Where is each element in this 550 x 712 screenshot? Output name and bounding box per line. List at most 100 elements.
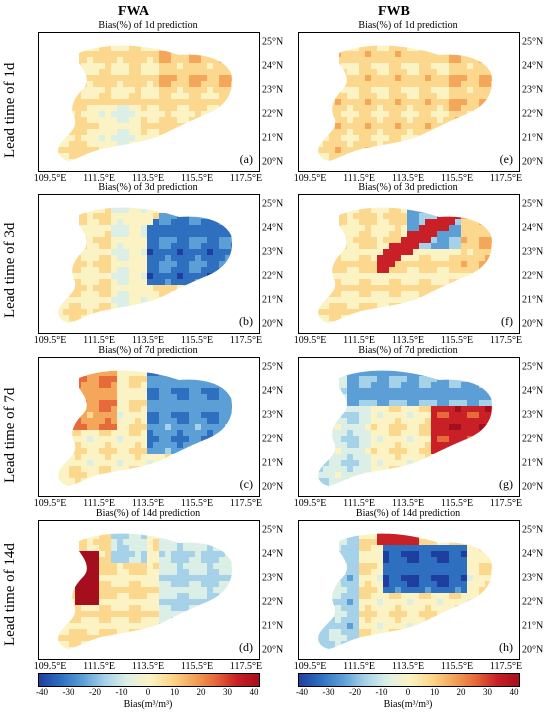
- heatmap-cell: [117, 87, 124, 94]
- heatmap-cell: [159, 641, 166, 648]
- heatmap-cell: [189, 135, 196, 142]
- heatmap-cell: [407, 219, 414, 226]
- heatmap-cell: [129, 442, 136, 449]
- heatmap-cell: [45, 33, 52, 40]
- heatmap-cell: [129, 237, 136, 244]
- heatmap-cell: [159, 123, 166, 130]
- y-tick-label: 22°N: [262, 270, 284, 282]
- col-title-fwa: FWA: [118, 4, 150, 19]
- heatmap-cell: [515, 135, 519, 142]
- heatmap-cell: [39, 267, 46, 274]
- heatmap-cell: [425, 297, 432, 304]
- heatmap-cell: [207, 472, 214, 479]
- heatmap-cell: [171, 478, 178, 485]
- heatmap-cell: [51, 123, 58, 130]
- heatmap-cell: [341, 51, 348, 58]
- heatmap-cell: [425, 195, 432, 202]
- heatmap-cell: [219, 406, 226, 413]
- heatmap-cell: [99, 165, 106, 171]
- heatmap-cell: [171, 647, 178, 649]
- heatmap-cell: [171, 629, 178, 636]
- heatmap-cell: [111, 45, 118, 52]
- heatmap-cell: [389, 201, 396, 208]
- heatmap-cell: [171, 273, 178, 280]
- heatmap-cell: [219, 303, 226, 310]
- heatmap-cell: [207, 575, 214, 582]
- heatmap-cell: [491, 225, 493, 232]
- heatmap-cell: [189, 611, 196, 618]
- heatmap-cell: [177, 291, 184, 298]
- heatmap-cell: [467, 261, 474, 268]
- heatmap-cell: [99, 647, 106, 649]
- heatmap-cell: [479, 207, 486, 214]
- heatmap-cell: [147, 129, 154, 136]
- heatmap-cell: [183, 207, 190, 214]
- heatmap-cell: [359, 105, 366, 112]
- heatmap-cell: [455, 147, 462, 154]
- heatmap-cell: [359, 267, 366, 274]
- heatmap-cell: [45, 327, 52, 333]
- heatmap-cell: [497, 267, 504, 274]
- heatmap-cell: [225, 273, 232, 280]
- heatmap-cell: [249, 581, 256, 588]
- heatmap-cell: [207, 75, 214, 82]
- heatmap-cell: [237, 617, 244, 624]
- heatmap-cell: [503, 225, 510, 232]
- heatmap-cell: [165, 279, 172, 286]
- heatmap-cell: [93, 303, 100, 310]
- heatmap-cell: [479, 255, 486, 262]
- heatmap-cell: [401, 33, 408, 40]
- heatmap-cell: [63, 460, 70, 467]
- heatmap-cell: [165, 255, 172, 262]
- heatmap-cell: [255, 207, 259, 214]
- heatmap-cell: [117, 545, 124, 552]
- heatmap-cell: [111, 33, 118, 40]
- heatmap-cell: [237, 225, 244, 232]
- heatmap-cell: [255, 51, 259, 58]
- heatmap-cell: [443, 153, 450, 160]
- heatmap-cell: [105, 165, 112, 171]
- heatmap-cell: [491, 255, 493, 262]
- heatmap-cell: [111, 87, 118, 94]
- heatmap-cell: [99, 219, 106, 226]
- heatmap-cell: [58, 581, 64, 588]
- heatmap-cell: [365, 231, 372, 238]
- heatmap-cell: [99, 195, 106, 202]
- heatmap-cell: [171, 123, 178, 130]
- heatmap-cell: [57, 521, 64, 528]
- heatmap-cell: [81, 135, 88, 142]
- heatmap-cell: [249, 141, 256, 148]
- heatmap-cell: [39, 521, 46, 528]
- heatmap-cell: [207, 57, 214, 64]
- heatmap-cell: [147, 93, 154, 100]
- heatmap-cell: [135, 448, 142, 455]
- heatmap-cell: [45, 623, 52, 630]
- heatmap-cell: [207, 195, 214, 202]
- heatmap-cell: [201, 99, 208, 106]
- heatmap-cell: [195, 51, 202, 58]
- heatmap-cell: [105, 213, 112, 220]
- heatmap-cell: [359, 279, 366, 286]
- heatmap-cell: [207, 117, 214, 124]
- heatmap-cell: [213, 581, 220, 588]
- heatmap-cell: [129, 147, 136, 154]
- heatmap-cell: [395, 219, 402, 226]
- heatmap-cell: [147, 424, 154, 431]
- heatmap-cell: [413, 213, 420, 220]
- heatmap-cell: [341, 93, 348, 100]
- heatmap-cell: [431, 243, 438, 250]
- heatmap-cell: [437, 195, 444, 202]
- heatmap-cell: [81, 327, 88, 333]
- heatmap-cell: [183, 599, 190, 606]
- heatmap-cell: [231, 39, 238, 46]
- heatmap-cell: [249, 39, 256, 46]
- heatmap-cell: [413, 63, 420, 70]
- heatmap-cell: [51, 581, 58, 588]
- heatmap-cell: [341, 165, 348, 171]
- heatmap-cell: [201, 123, 208, 130]
- heatmap-cell: [201, 358, 208, 365]
- heatmap-cell: [63, 454, 70, 461]
- heatmap-cell: [75, 436, 82, 443]
- heatmap-cell: [503, 105, 510, 112]
- heatmap-cell: [249, 57, 256, 64]
